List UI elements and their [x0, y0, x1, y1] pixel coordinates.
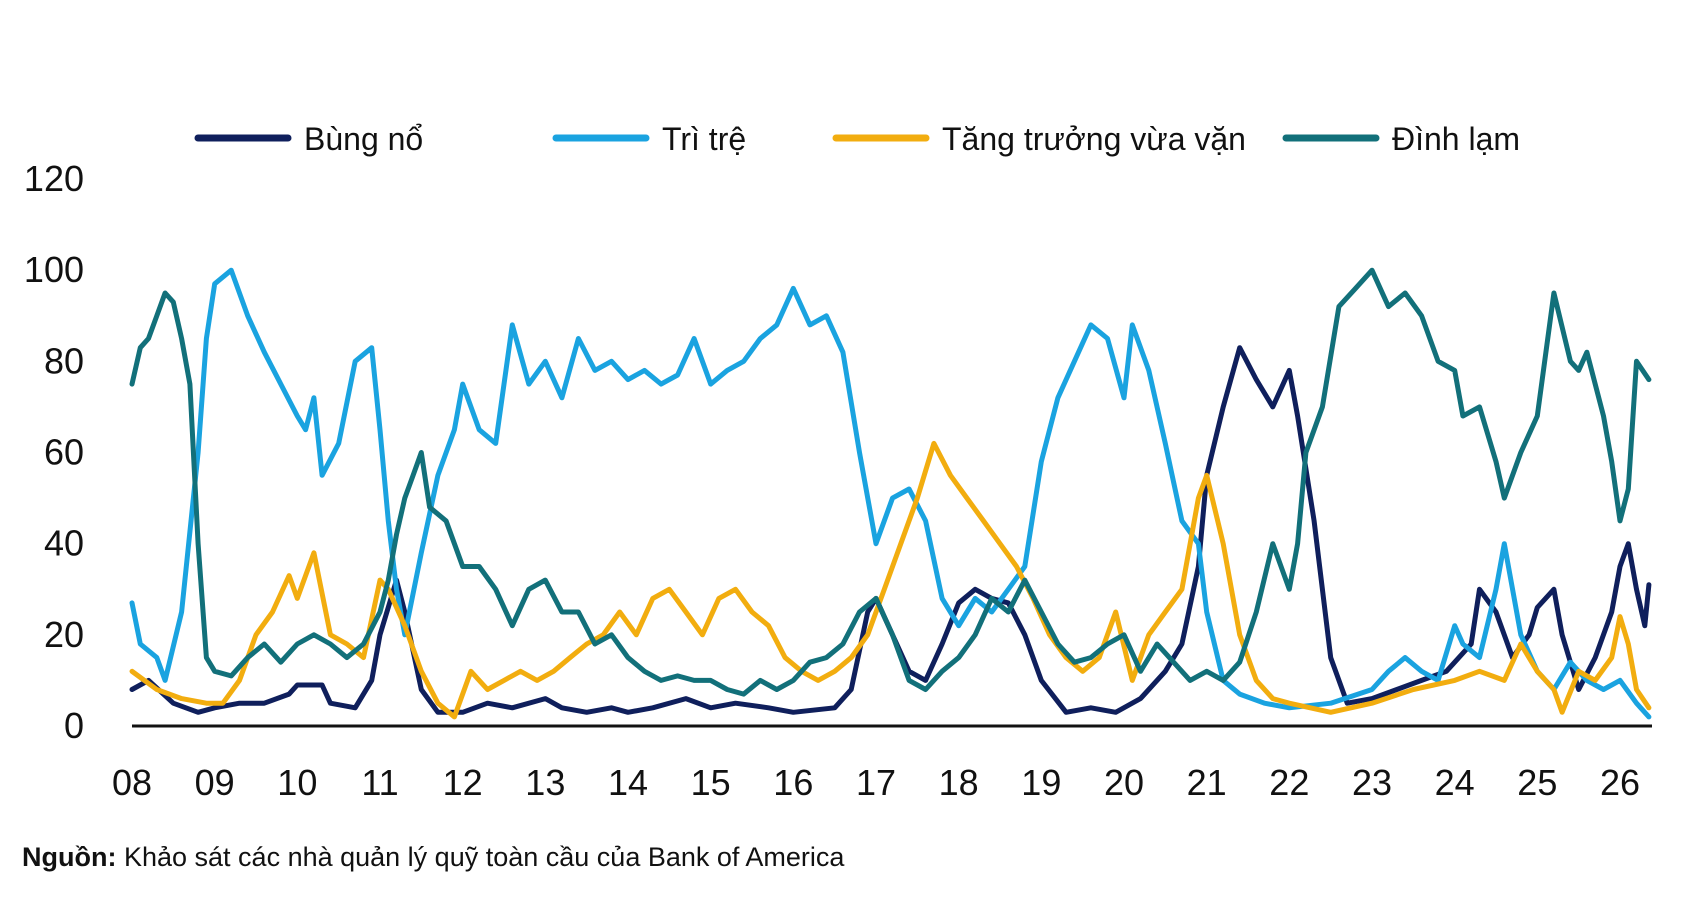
x-tick-label: 18 — [939, 762, 979, 803]
source-text: Khảo sát các nhà quản lý quỹ toàn cầu củ… — [116, 842, 845, 872]
y-tick-label: 100 — [24, 249, 84, 290]
x-tick-label: 12 — [443, 762, 483, 803]
x-tick-label: 13 — [525, 762, 565, 803]
x-tick-label: 15 — [691, 762, 731, 803]
legend: Bùng nổ Trì trệ Tăng trưởng vừa vặn Đình lạ… — [194, 121, 1520, 157]
x-tick-label: 24 — [1435, 762, 1475, 803]
x-tick-label: 14 — [608, 762, 648, 803]
legend-label: Trì trệ — [662, 121, 746, 157]
y-tick-label: 0 — [64, 705, 84, 746]
source-note: Nguồn: Khảo sát các nhà quản lý quỹ toàn… — [22, 842, 844, 873]
y-tick-label: 80 — [44, 340, 84, 381]
legend-label: Đình lạm — [1392, 121, 1520, 157]
y-axis: 0 20 40 60 80 100 120 — [24, 158, 84, 746]
series-line-4 — [129, 267, 1652, 697]
x-tick-label: 08 — [112, 762, 152, 803]
series-line-3 — [129, 440, 1652, 720]
x-tick-label: 16 — [773, 762, 813, 803]
y-tick-label: 60 — [44, 432, 84, 473]
x-axis: 08 09 10 11 12 13 14 15 16 17 18 19 20 21 22 23 24 25 26 — [112, 762, 1640, 803]
x-tick-label: 19 — [1021, 762, 1061, 803]
series-lines — [129, 267, 1652, 720]
legend-label: Tăng trưởng vừa vặn — [942, 121, 1246, 157]
x-tick-label: 22 — [1269, 762, 1309, 803]
source-label: Nguồn: — [22, 842, 117, 872]
x-tick-label: 25 — [1517, 762, 1557, 803]
x-tick-label: 10 — [277, 762, 317, 803]
y-tick-label: 20 — [44, 614, 84, 655]
x-tick-label: 09 — [195, 762, 235, 803]
legend-label: Bùng nổ — [304, 121, 423, 157]
x-tick-label: 11 — [361, 762, 398, 803]
x-tick-label: 21 — [1187, 762, 1227, 803]
y-tick-label: 120 — [24, 158, 84, 199]
x-tick-label: 23 — [1352, 762, 1392, 803]
series-line-2 — [129, 267, 1652, 720]
series-line-1 — [129, 345, 1652, 715]
x-tick-label: 17 — [856, 762, 896, 803]
x-tick-label: 26 — [1600, 762, 1640, 803]
y-tick-label: 40 — [44, 523, 84, 564]
x-tick-label: 20 — [1104, 762, 1144, 803]
